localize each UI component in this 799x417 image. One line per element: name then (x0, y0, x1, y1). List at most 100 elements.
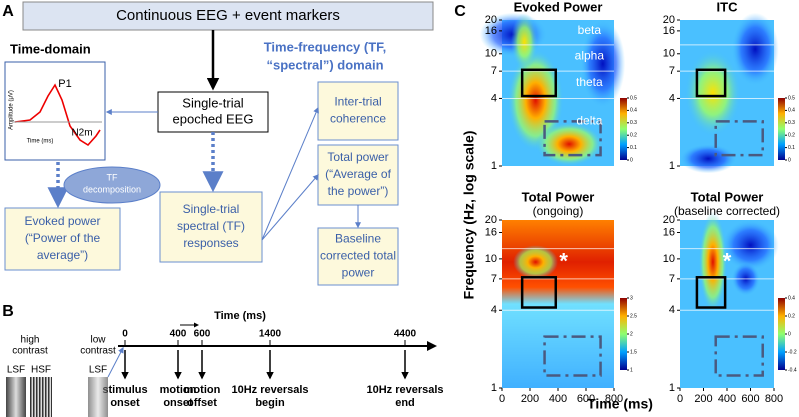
label: Baseline (335, 232, 381, 246)
tick-label: 0.2 (630, 133, 637, 139)
label: contrast (12, 346, 48, 357)
tick-label: 7 (669, 65, 675, 77)
tick-label: 600 (741, 393, 759, 405)
tick-label: 0.5 (788, 95, 795, 101)
tick-label: 1 (669, 160, 675, 172)
tick-label: 2.5 (630, 313, 637, 319)
label: Single-trial (183, 202, 240, 216)
tick-label: 16 (485, 226, 497, 238)
panel-label: A (2, 3, 14, 20)
tick-label: 0 (630, 157, 633, 163)
roi-box (695, 276, 727, 309)
label: P1 (58, 78, 71, 90)
label: motion (184, 384, 221, 396)
panel-label: B (2, 303, 14, 320)
label: responses (183, 236, 238, 250)
tick-label: 200 (694, 393, 712, 405)
tick-label: 1 (630, 367, 633, 373)
label: Time-frequency (TF, (264, 39, 387, 54)
tick-label: 0.5 (630, 95, 637, 101)
tick-label: 0.4 (630, 108, 637, 114)
panel-title: ITC (717, 0, 739, 14)
label: 10Hz reversals (231, 384, 308, 396)
tick-label: 0.4 (788, 295, 795, 301)
tick-label: 20 (485, 214, 497, 226)
grating (6, 377, 26, 417)
tick-label: 800 (605, 393, 623, 405)
tick-label: -0.4 (788, 367, 797, 373)
label: delta (576, 114, 602, 128)
tick-label: 0.3 (788, 120, 795, 126)
erp-curve (14, 83, 101, 147)
colorbar (778, 98, 785, 160)
connector (107, 346, 124, 378)
tick-label: 10 (485, 48, 497, 60)
label: spectral (TF) (177, 219, 245, 233)
panel-title: (baseline corrected) (674, 204, 780, 218)
colorbar (620, 298, 627, 370)
tick-label: 16 (663, 25, 675, 37)
grating (30, 377, 52, 417)
panel-title: Total Power (522, 189, 595, 204)
label: begin (255, 397, 285, 409)
label: end (395, 397, 415, 409)
node-box (317, 81, 399, 141)
tick-label: 200 (521, 393, 539, 405)
tick-label: 0.2 (788, 313, 795, 319)
label: Total power (327, 150, 388, 164)
label: theta (576, 75, 603, 89)
tick-label: 7 (491, 65, 497, 77)
tick-label: 0.1 (788, 145, 795, 151)
tick-label: 0.3 (630, 120, 637, 126)
tick-label: 4400 (394, 329, 417, 340)
tick-label: 600 (577, 393, 595, 405)
tick-label: 4 (669, 304, 675, 316)
label: average”) (37, 248, 88, 262)
tick-label: 0 (677, 393, 683, 405)
heat-blob (680, 144, 737, 174)
tick-label: 400 (170, 329, 187, 340)
tick-label: 400 (549, 393, 567, 405)
label: corrected total (320, 249, 396, 263)
label: “spectral”) domain (266, 57, 383, 72)
tick-label: 1 (491, 160, 497, 172)
heat-blob (684, 49, 742, 137)
connector (261, 106, 319, 241)
tick-label: 800 (765, 393, 783, 405)
label: contrast (80, 346, 116, 357)
roi-box (520, 68, 558, 98)
label: high (21, 335, 40, 346)
tick-label: 1 (669, 382, 675, 394)
label: stimulus (102, 384, 147, 396)
label: the power”) (328, 184, 389, 198)
label: 10Hz reversals (366, 384, 443, 396)
tick-label: 0.4 (788, 108, 795, 114)
node-box (4, 207, 121, 271)
colorbar (778, 298, 785, 370)
tick-label: 0.1 (630, 145, 637, 151)
heat-blob (510, 12, 538, 72)
tick-label: 10 (663, 253, 675, 265)
label: (“Average of (325, 167, 391, 181)
panel-label: C (454, 3, 466, 20)
tick-label: 20 (663, 14, 675, 26)
label: * (723, 249, 732, 274)
tick-label: 4 (669, 92, 675, 104)
label: offset (187, 397, 217, 409)
label: alpha (575, 48, 605, 62)
tick-label: 10 (663, 48, 675, 60)
label: Time-domain (10, 41, 91, 56)
label: TF (107, 172, 118, 182)
label: onset (163, 397, 193, 409)
tick-label: 20 (485, 14, 497, 26)
panel-title: Evoked Power (514, 0, 603, 14)
label: N2m (71, 128, 92, 139)
tick-label: 7 (491, 273, 497, 285)
panel-title: Total Power (691, 189, 764, 204)
roi-box (714, 120, 764, 157)
node-box (159, 191, 263, 263)
label: LSF (7, 365, 25, 376)
heat-blob (722, 220, 779, 271)
node-box (317, 227, 399, 286)
